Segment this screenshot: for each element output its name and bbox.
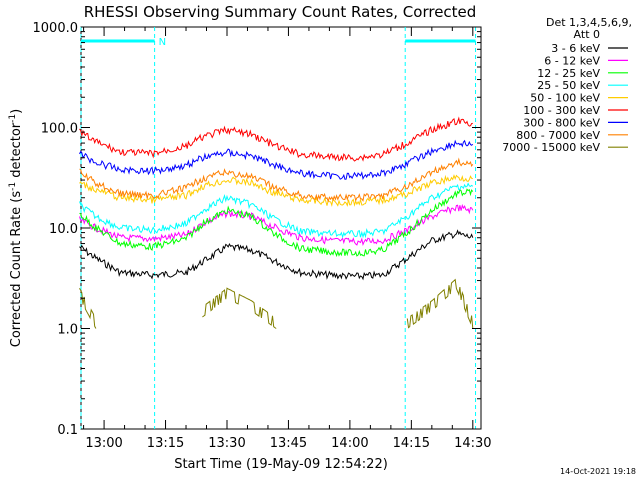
y-tick-label: 0.1: [57, 423, 78, 438]
night-bars-group: N: [80, 27, 477, 429]
night-label: N: [159, 37, 166, 48]
footer-timestamp: 14-Oct-2021 19:18: [560, 467, 636, 476]
series-line: [79, 229, 474, 281]
series-line: [79, 182, 474, 239]
series-300-to-800keV: [79, 139, 474, 181]
series-line: [79, 174, 473, 207]
series-line: [79, 116, 473, 162]
x-tick-label: 13:30: [208, 436, 245, 451]
series-50-to-100keV: [79, 174, 473, 207]
series-line: [79, 287, 97, 329]
series-line: [79, 203, 474, 246]
legend-label: 7000 - 15000 keV: [502, 141, 600, 154]
series-12-to-25keV: [79, 188, 474, 258]
series-line: [79, 188, 474, 258]
y-axis-label: Corrected Count Rate (s-1 detector-1): [8, 109, 24, 347]
x-axis-label: Start Time (19-May-09 12:54:22): [174, 457, 388, 472]
x-tick-label: 14:15: [393, 436, 430, 451]
axes-layer: 0.1 1.0 10.0 100.0 1000.0 13:00 13:15 13:30 13:4…: [33, 21, 492, 451]
series-6-to-12keV: [79, 203, 474, 246]
y-tick-label: 100.0: [41, 122, 78, 137]
legend-label: 300 - 800 keV: [523, 116, 600, 129]
y-tick-label: 10.0: [49, 222, 78, 237]
y-axis-label-sup2: -1: [8, 114, 18, 123]
x-tick-label: 14:00: [331, 436, 368, 451]
legend-label: 25 - 50 keV: [537, 79, 600, 92]
x-tick-label: 13:00: [85, 436, 122, 451]
legend-label: 6 - 12 keV: [544, 54, 600, 67]
series-line: [79, 139, 474, 181]
y-axis-label-main: Corrected Count Rate (s: [9, 191, 24, 348]
chart-title: RHESSI Observing Summary Count Rates, Co…: [84, 3, 477, 21]
series-7000-to-15000keV: [79, 278, 474, 329]
legend-label: 100 - 300 keV: [523, 104, 600, 117]
y-axis-label-sup1: -1: [8, 182, 18, 191]
y-tick-label: 1.0: [57, 323, 78, 338]
legend-label: 50 - 100 keV: [530, 92, 600, 105]
legend-header-line2: Att 0: [574, 28, 600, 41]
series-25-to-50keV: [79, 182, 474, 239]
series-800-to-7000keV: [79, 157, 474, 203]
legend-label: 800 - 7000 keV: [516, 129, 600, 142]
series-3-to-6keV: [79, 229, 474, 281]
y-axis-label-mid: detector: [9, 122, 24, 182]
legend-label: 3 - 6 keV: [551, 42, 600, 55]
x-tick-label: 13:45: [270, 436, 307, 451]
legend-label: 12 - 25 keV: [537, 67, 600, 80]
y-axis-label-end: ): [9, 109, 24, 114]
svg-text:Corrected Count Rate (s-1 dete: Corrected Count Rate (s-1 detector-1): [8, 109, 24, 347]
series-line: [79, 157, 474, 203]
x-tick-label: 14:30: [454, 436, 491, 451]
series-layer: [79, 116, 474, 329]
plot-frame: [80, 26, 482, 430]
legend-header-line1: Det 1,3,4,5,6,9,: [546, 16, 632, 29]
x-tick-label: 13:15: [147, 436, 184, 451]
series-100-to-300keV: [79, 116, 473, 162]
series-line: [406, 278, 474, 329]
series-line: [202, 287, 277, 329]
y-tick-label: 1000.0: [33, 21, 79, 36]
